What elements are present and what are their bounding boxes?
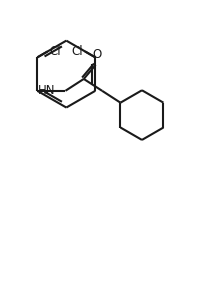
Text: O: O (92, 48, 101, 61)
Text: Cl: Cl (49, 45, 61, 58)
Text: HN: HN (38, 84, 56, 97)
Text: Cl: Cl (72, 45, 83, 58)
